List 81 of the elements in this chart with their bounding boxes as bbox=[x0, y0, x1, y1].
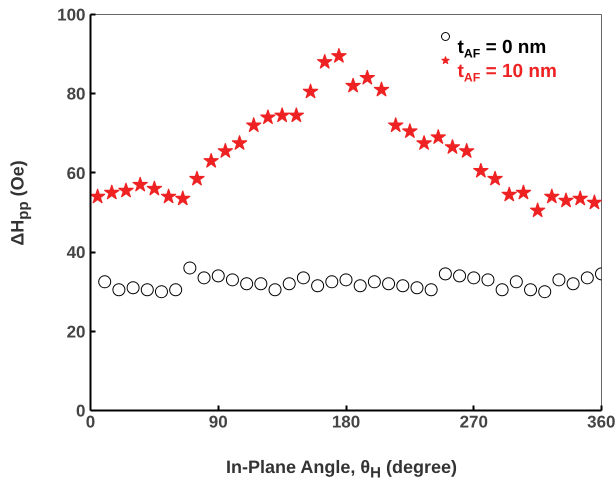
y-tick-label: 80 bbox=[66, 84, 86, 104]
point bbox=[359, 70, 376, 85]
y-tick-label: 60 bbox=[66, 164, 86, 183]
point bbox=[282, 277, 296, 290]
point bbox=[438, 267, 452, 280]
point bbox=[368, 275, 381, 288]
point bbox=[354, 279, 367, 292]
point bbox=[154, 285, 168, 298]
point bbox=[140, 283, 154, 296]
point bbox=[189, 170, 205, 186]
point bbox=[558, 192, 574, 208]
point bbox=[510, 275, 523, 288]
point bbox=[345, 77, 362, 93]
point bbox=[544, 188, 560, 204]
point bbox=[98, 275, 112, 288]
point bbox=[330, 48, 347, 63]
point bbox=[302, 83, 318, 99]
point bbox=[410, 281, 424, 294]
point bbox=[203, 152, 220, 168]
point bbox=[530, 202, 546, 218]
point bbox=[104, 184, 120, 200]
point bbox=[467, 271, 480, 284]
point bbox=[382, 277, 396, 290]
point bbox=[274, 107, 290, 122]
point bbox=[90, 188, 106, 204]
point bbox=[232, 134, 248, 150]
point bbox=[260, 109, 276, 124]
point bbox=[217, 142, 234, 158]
point bbox=[524, 283, 538, 296]
point bbox=[268, 283, 282, 296]
point bbox=[501, 186, 518, 202]
x-tick-label: 270 bbox=[460, 412, 488, 432]
point bbox=[416, 134, 432, 150]
point bbox=[402, 123, 418, 138]
point bbox=[174, 190, 191, 206]
point bbox=[240, 277, 254, 290]
point bbox=[254, 277, 268, 290]
point bbox=[132, 176, 148, 192]
point bbox=[316, 54, 333, 69]
point bbox=[374, 81, 390, 97]
point bbox=[496, 283, 509, 296]
point bbox=[580, 271, 594, 284]
point bbox=[183, 261, 196, 274]
point bbox=[118, 182, 134, 198]
x-tick-label: 180 bbox=[332, 412, 360, 432]
point bbox=[126, 281, 140, 294]
point bbox=[444, 138, 460, 154]
point bbox=[586, 194, 602, 210]
point bbox=[481, 273, 494, 286]
point bbox=[325, 275, 338, 288]
point bbox=[212, 269, 225, 282]
x-tick-label: 360 bbox=[587, 412, 615, 432]
point bbox=[396, 279, 410, 292]
point bbox=[458, 142, 475, 158]
x-tick-label: 90 bbox=[208, 412, 228, 432]
point bbox=[112, 283, 126, 296]
point bbox=[146, 180, 162, 196]
point bbox=[424, 283, 438, 296]
point bbox=[566, 277, 580, 290]
point bbox=[311, 279, 324, 292]
point bbox=[538, 285, 552, 298]
point bbox=[552, 273, 566, 286]
point bbox=[472, 162, 489, 178]
point bbox=[388, 117, 404, 132]
point bbox=[296, 271, 310, 284]
y-tick-label: 100 bbox=[57, 6, 86, 24]
point bbox=[572, 190, 588, 206]
point bbox=[453, 269, 466, 282]
point bbox=[169, 283, 182, 296]
point bbox=[160, 188, 176, 204]
point bbox=[288, 107, 304, 122]
point bbox=[430, 128, 446, 144]
point bbox=[340, 273, 352, 286]
point bbox=[246, 117, 262, 132]
point bbox=[226, 273, 239, 286]
y-tick-label: 40 bbox=[66, 243, 86, 262]
y-tick-label: 20 bbox=[66, 322, 86, 342]
point bbox=[516, 184, 532, 200]
point bbox=[198, 271, 211, 284]
x-axis-title: In-Plane Angle, θ$_{H}$ (degree) bbox=[226, 456, 457, 484]
point bbox=[487, 170, 503, 186]
